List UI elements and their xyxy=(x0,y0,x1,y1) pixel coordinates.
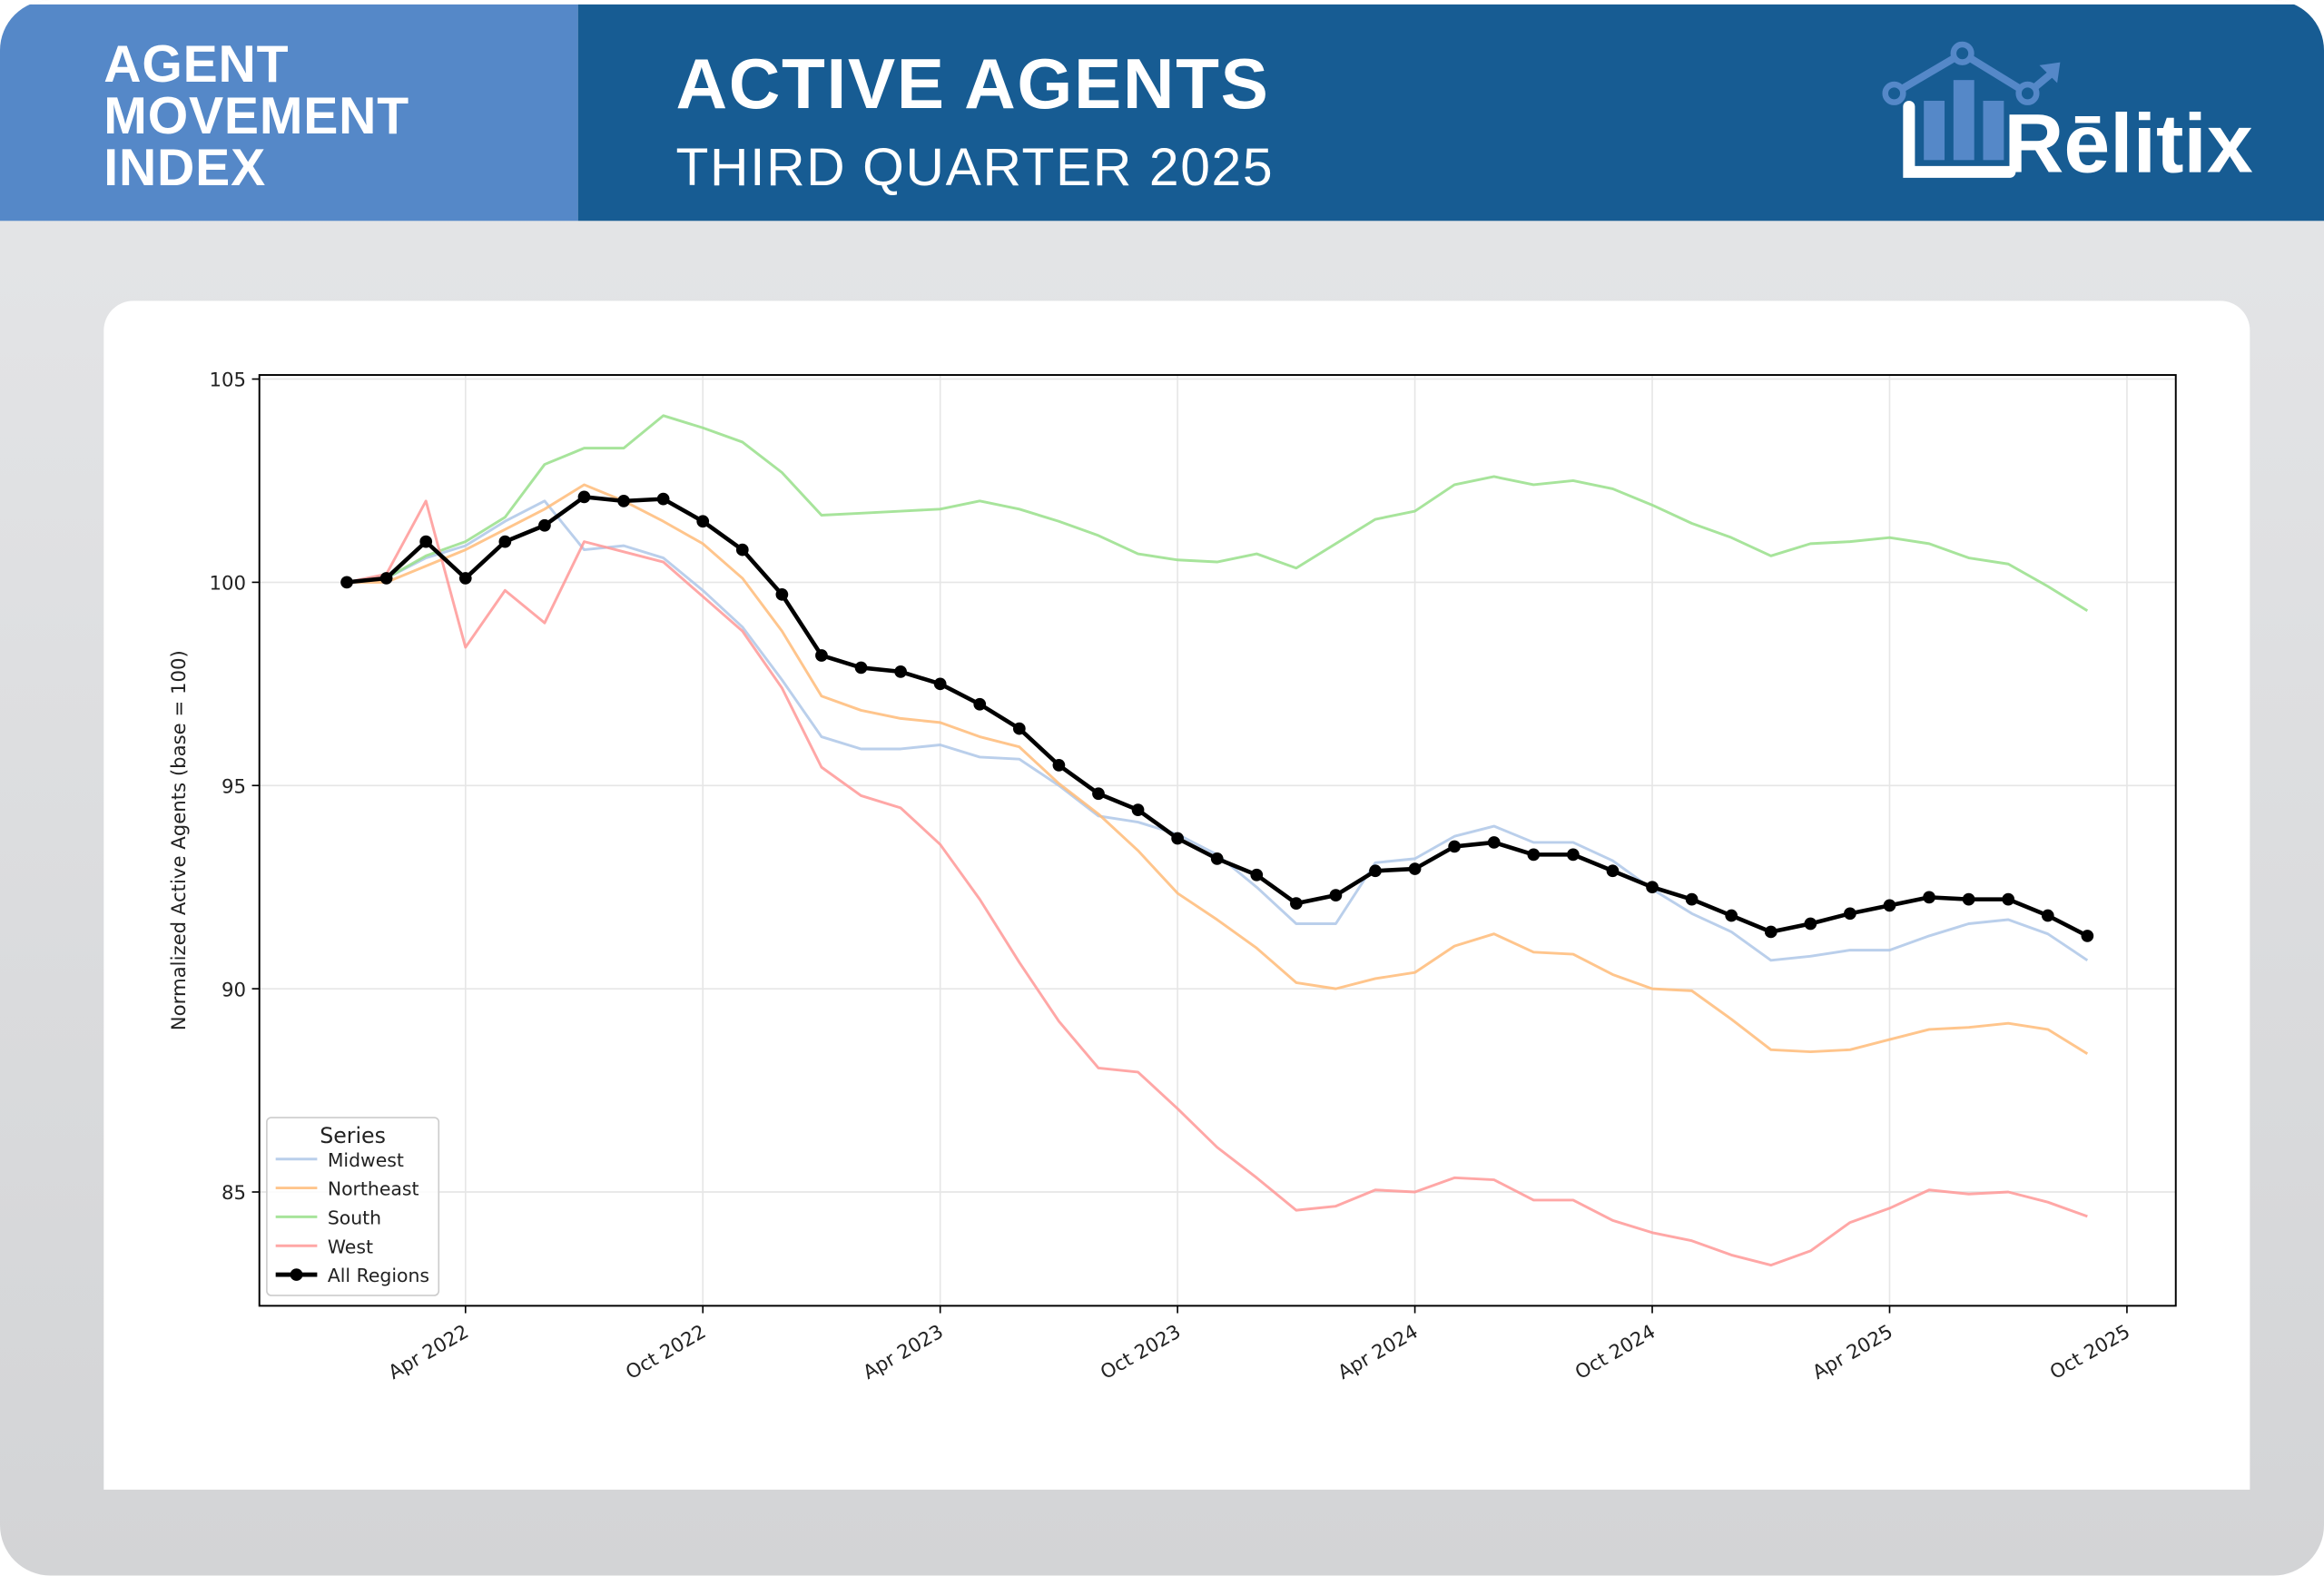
data-point-all-regions xyxy=(1369,864,1382,878)
x-tick-label: Apr 2024 xyxy=(1334,1321,1423,1384)
data-point-all-regions xyxy=(2002,892,2015,906)
data-point-all-regions xyxy=(1092,787,1105,801)
data-point-all-regions xyxy=(1289,897,1303,910)
data-point-all-regions xyxy=(617,494,630,507)
data-point-all-regions xyxy=(973,697,987,711)
top-strip xyxy=(0,0,2324,5)
x-tick-label: Apr 2023 xyxy=(860,1321,948,1384)
data-point-all-regions xyxy=(340,576,353,589)
data-point-all-regions xyxy=(1527,848,1541,862)
x-tick-label: Oct 2024 xyxy=(1571,1321,1659,1384)
legend-label-midwest: Midwest xyxy=(328,1149,404,1171)
data-point-all-regions xyxy=(1606,864,1620,878)
data-point-all-regions xyxy=(894,665,907,678)
y-tick-label: 105 xyxy=(210,369,247,392)
relitix-logo: Rēlitix xyxy=(1879,38,2264,192)
chart-logo-icon xyxy=(1882,41,2061,178)
data-point-all-regions xyxy=(577,490,591,504)
y-tick-label: 95 xyxy=(222,775,246,798)
data-point-all-regions xyxy=(2041,909,2054,922)
data-point-all-regions xyxy=(775,587,789,601)
data-point-all-regions xyxy=(854,661,868,675)
series-line-south xyxy=(346,414,2089,612)
data-point-all-regions xyxy=(379,572,393,585)
header-left-panel xyxy=(0,4,578,222)
data-point-all-regions xyxy=(1685,892,1699,906)
data-point-all-regions xyxy=(1883,899,1896,912)
x-tick-label: Oct 2023 xyxy=(1097,1321,1185,1384)
data-point-all-regions xyxy=(1448,840,1462,853)
data-point-all-regions xyxy=(538,518,551,532)
y-tick-label: 85 xyxy=(222,1182,246,1205)
y-axis-label: Normalized Active Agents (base = 100) xyxy=(168,650,191,1030)
legend-label-all-regions: All Regions xyxy=(328,1265,429,1286)
legend-title: Series xyxy=(320,1123,386,1148)
data-point-all-regions xyxy=(419,535,433,548)
legend-marker-all-regions xyxy=(290,1268,303,1281)
legend-label-west: West xyxy=(328,1236,373,1257)
series-line-northeast xyxy=(347,483,2089,1056)
x-tick-label: Oct 2025 xyxy=(2046,1321,2134,1384)
data-point-all-regions xyxy=(696,515,710,528)
series-line-west xyxy=(346,499,2088,1267)
page-title: ACTIVE AGENTS xyxy=(675,45,1270,125)
x-tick-label: Oct 2022 xyxy=(622,1321,710,1384)
series-line-midwest xyxy=(346,499,2089,962)
data-point-all-regions xyxy=(1646,881,1659,894)
y-tick-label: 90 xyxy=(222,979,246,1001)
logo-wordmark: Rēlitix xyxy=(2004,97,2252,186)
data-point-all-regions xyxy=(1250,868,1264,882)
data-point-all-regions xyxy=(458,572,472,585)
data-point-all-regions xyxy=(1962,892,1975,906)
data-point-all-regions xyxy=(1804,917,1817,931)
data-point-all-regions xyxy=(1131,803,1145,816)
index-title-line: AGENT xyxy=(103,35,290,94)
data-point-all-regions xyxy=(1725,909,1738,922)
data-point-all-regions xyxy=(815,649,828,662)
y-tick-label: 100 xyxy=(210,573,247,596)
data-point-all-regions xyxy=(1171,832,1184,845)
legend-label-northeast: Northeast xyxy=(328,1178,419,1200)
data-point-all-regions xyxy=(735,543,749,557)
data-point-all-regions xyxy=(1764,925,1777,939)
index-title-line: INDEX xyxy=(103,139,267,198)
x-tick-label: Apr 2025 xyxy=(1808,1321,1896,1384)
data-point-all-regions xyxy=(1844,907,1856,921)
data-point-all-regions xyxy=(1923,891,1935,904)
data-point-all-regions xyxy=(1210,852,1224,865)
data-point-all-regions xyxy=(1012,722,1026,735)
data-point-all-regions xyxy=(1567,848,1580,862)
data-point-all-regions xyxy=(1052,759,1066,772)
data-point-all-regions xyxy=(2081,930,2094,942)
legend-label-south: South xyxy=(328,1207,381,1229)
data-point-all-regions xyxy=(1487,836,1501,849)
data-point-all-regions xyxy=(1329,889,1343,902)
data-point-all-regions xyxy=(498,535,512,548)
x-tick-label: Apr 2022 xyxy=(385,1321,473,1384)
index-title-line: MOVEMENT xyxy=(103,87,409,145)
data-point-all-regions xyxy=(656,492,670,506)
legend: Series Midwest Northeast South West All Regi… xyxy=(266,1117,440,1296)
page-subtitle: THIRD QUARTER 2025 xyxy=(675,136,1275,198)
index-title: AGENT MOVEMENT INDEX xyxy=(103,38,548,193)
header-right-panel xyxy=(577,4,2324,222)
data-point-all-regions xyxy=(933,677,947,691)
data-point-all-regions xyxy=(1408,862,1422,875)
legend-box xyxy=(266,1117,440,1296)
plot-frame xyxy=(258,374,2177,1307)
